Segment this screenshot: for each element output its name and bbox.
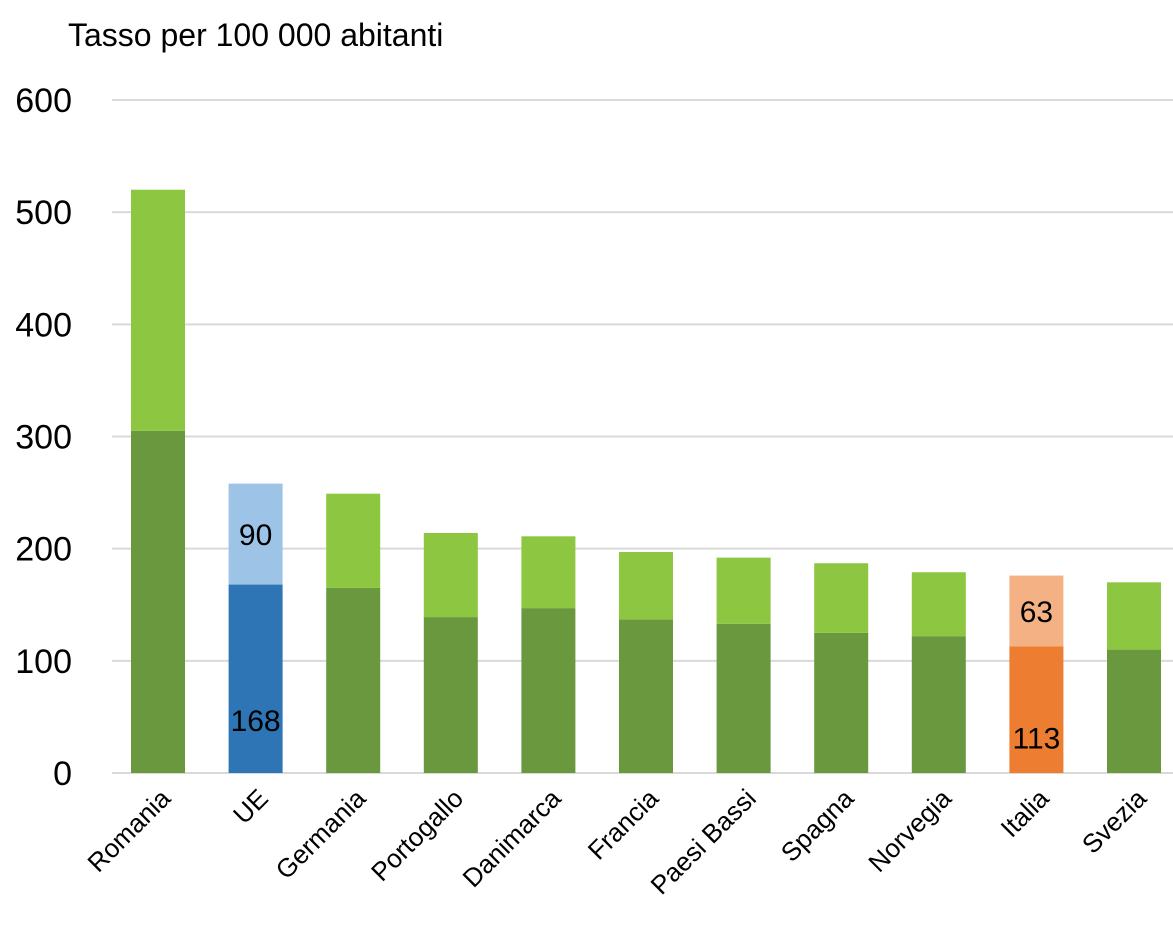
bar-germania-top bbox=[326, 493, 381, 588]
x-tick-label-norvegia: Norvegia bbox=[862, 783, 957, 878]
bars bbox=[131, 189, 1161, 773]
bar-germania-bottom bbox=[326, 587, 381, 773]
bar-romania-bottom bbox=[131, 430, 185, 773]
bar-danimarca-bottom bbox=[521, 608, 576, 773]
y-tick-label-400: 400 bbox=[15, 306, 72, 344]
bar-ue-top bbox=[228, 483, 283, 585]
bar-italia-bottom bbox=[1009, 646, 1064, 773]
bar-svezia-top bbox=[1107, 582, 1161, 650]
y-tick-label-500: 500 bbox=[15, 194, 72, 232]
x-tick-label-francia: Francia bbox=[582, 783, 665, 866]
bar-portogallo-top bbox=[423, 532, 478, 618]
x-tick-label-paesi-bassi: Paesi Bassi bbox=[645, 783, 762, 900]
data-labels: 168 90 113 63 bbox=[231, 519, 1061, 755]
bar-ue-bottom bbox=[228, 584, 283, 773]
bar-norvegia-bottom bbox=[911, 636, 966, 773]
bar-danimarca-top bbox=[521, 536, 576, 609]
data-label-ue-bottom: 168 bbox=[231, 705, 281, 738]
bar-portogallo-bottom bbox=[423, 617, 478, 773]
bar-paesi-bassi-bottom bbox=[716, 623, 771, 773]
y-tick-label-300: 300 bbox=[15, 419, 72, 457]
bar-romania-top bbox=[131, 189, 185, 431]
y-tick-label-0: 0 bbox=[53, 755, 72, 793]
bar-francia-bottom bbox=[619, 619, 673, 773]
y-tick-label-600: 600 bbox=[15, 82, 72, 120]
data-label-italia-bottom: 113 bbox=[1012, 723, 1060, 756]
x-tick-label-germania: Germania bbox=[270, 783, 372, 885]
bar-svezia-bottom bbox=[1107, 649, 1161, 773]
bar-spagna-bottom bbox=[814, 632, 869, 773]
y-axis-label: Tasso per 100 000 abitanti bbox=[68, 17, 443, 53]
y-axis-ticks: 0 100 200 300 400 500 600 bbox=[15, 82, 72, 793]
x-tick-label-danimarca: Danimarca bbox=[457, 783, 567, 893]
bar-paesi-bassi-top bbox=[716, 557, 771, 624]
bar-francia-top bbox=[619, 552, 673, 620]
bar-norvegia-top bbox=[911, 572, 966, 637]
x-tick-label-portogallo: Portogallo bbox=[365, 783, 469, 887]
data-label-italia-top: 63 bbox=[1020, 596, 1053, 629]
bar-spagna-top bbox=[814, 563, 869, 633]
x-tick-label-ue: UE bbox=[227, 783, 274, 830]
x-tick-label-romania: Romania bbox=[81, 783, 176, 878]
y-tick-label-100: 100 bbox=[15, 643, 72, 681]
x-tick-label-svezia: Svezia bbox=[1076, 783, 1153, 860]
x-tick-label-spagna: Spagna bbox=[775, 783, 860, 868]
bar-italia-top bbox=[1009, 575, 1064, 647]
y-tick-label-200: 200 bbox=[15, 531, 72, 569]
x-tick-label-italia: Italia bbox=[995, 783, 1055, 843]
data-label-ue-top: 90 bbox=[239, 519, 272, 552]
gridlines bbox=[112, 99, 1173, 774]
